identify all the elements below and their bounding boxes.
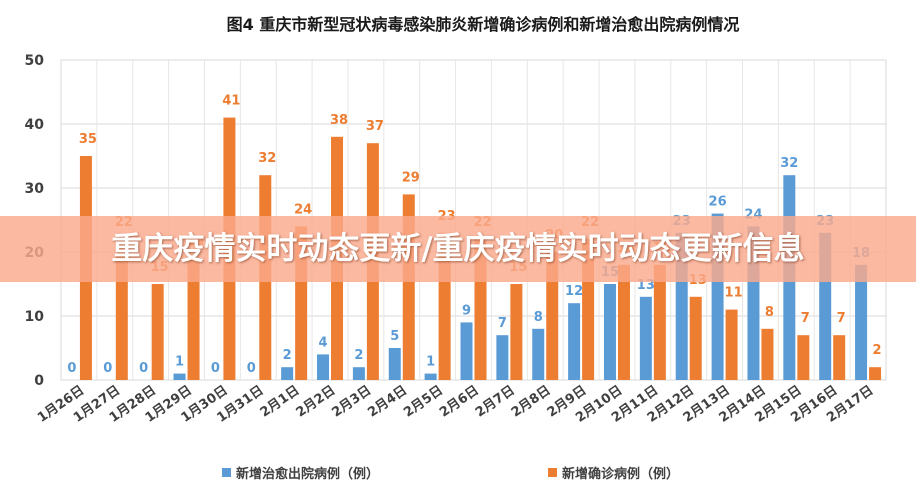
bar-confirmed [187,258,200,380]
legend: 新增治愈出院病例（例） 新增确诊病例（例） [222,466,679,482]
data-label-recovered: 0 [67,361,76,376]
bar-confirmed [510,284,523,380]
bar-recovered [352,367,365,380]
data-label-recovered: 9 [462,303,471,318]
y-tick-label: 30 [25,181,45,197]
data-label-confirmed: 2 [873,343,882,358]
x-tick-label: 2月1日 [258,383,303,421]
bar-recovered [568,303,581,380]
chart-title: 图4 重庆市新型冠状病毒感染肺炎新增确诊病例和新增治愈出院病例情况 [227,15,740,34]
data-label-recovered: 2 [283,348,292,363]
data-label-confirmed: 7 [837,311,846,326]
data-label-confirmed: 32 [258,151,276,166]
data-label-confirmed: 38 [330,113,348,128]
x-tick-label: 2月5日 [401,383,446,421]
x-tick-label: 2月4日 [365,383,410,421]
bar-confirmed [546,252,559,380]
bar-recovered [424,373,437,380]
data-label-recovered: 1 [175,355,184,370]
legend-swatch [222,468,231,477]
data-label-confirmed: 37 [366,119,384,134]
legend-label: 新增治愈出院病例（例） [236,466,379,482]
legend-label: 新增确诊病例（例） [562,466,679,482]
bar-confirmed [833,335,846,380]
bar-recovered [855,264,868,380]
data-label-recovered: 0 [103,361,112,376]
bar-recovered [639,296,652,380]
bar-confirmed [151,284,164,380]
bar-confirmed [797,335,810,380]
x-tick-label: 2月8日 [509,383,554,421]
data-label-recovered: 2 [354,348,363,363]
bar-recovered [281,367,294,380]
data-label-recovered: 0 [139,361,148,376]
x-tick-label: 2月6日 [437,383,482,421]
data-label-recovered: 12 [565,284,583,299]
data-label-recovered: 5 [390,329,399,344]
data-label-confirmed: 41 [222,94,240,109]
y-tick-label: 40 [25,117,45,133]
data-label-confirmed: 8 [765,305,774,320]
bar-recovered [317,354,330,380]
x-tick-label: 2月2日 [294,383,339,421]
bar-confirmed [617,264,630,380]
bar-recovered [532,328,545,380]
y-tick-label: 50 [25,53,45,69]
bar-confirmed [689,296,702,380]
data-label-recovered: 0 [211,361,220,376]
bar-recovered [496,335,509,380]
bar-confirmed [725,309,738,380]
bar-confirmed [761,328,774,380]
data-label-confirmed: 24 [294,202,312,217]
data-label-confirmed: 35 [79,132,97,147]
data-label-recovered: 0 [247,361,256,376]
overlay-banner-text: 重庆疫情实时动态更新/重庆疫情实时动态更新信息 [111,231,805,267]
x-tick-label: 2月7日 [473,383,518,421]
bar-recovered [173,373,186,380]
x-tick-label: 2月3日 [329,383,374,421]
data-label-recovered: 7 [498,316,507,331]
data-label-confirmed: 11 [725,286,743,301]
data-label-confirmed: 29 [402,170,420,185]
data-label-recovered: 4 [318,335,327,350]
data-label-confirmed: 7 [801,311,810,326]
data-label-recovered: 1 [426,355,435,370]
bar-recovered [603,284,616,380]
bar-recovered [460,322,473,380]
bar-confirmed [653,264,666,380]
bar-confirmed [869,367,882,380]
legend-swatch [548,468,557,477]
y-tick-label: 10 [25,309,45,325]
x-axis: 1月26日1月27日1月28日1月29日1月30日1月31日2月1日2月2日2月… [35,383,876,426]
data-label-recovered: 8 [534,310,543,325]
data-label-recovered: 32 [780,156,798,171]
y-tick-label: 0 [34,373,44,389]
overlay-banner [0,216,916,282]
bar-recovered [388,348,401,380]
data-label-recovered: 26 [709,195,727,210]
